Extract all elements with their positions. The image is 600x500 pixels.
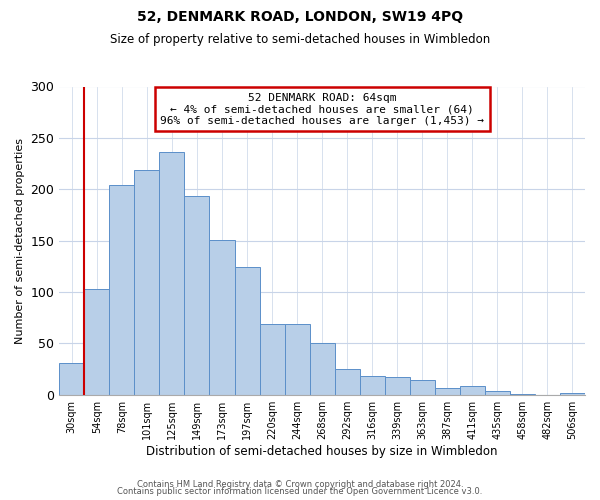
Bar [134,170,160,394]
X-axis label: Distribution of semi-detached houses by size in Wimbledon: Distribution of semi-detached houses by … [146,444,498,458]
Bar [485,390,510,394]
Bar [85,289,109,395]
Bar [284,324,310,394]
Bar [560,392,585,394]
Text: 52 DENMARK ROAD: 64sqm
← 4% of semi-detached houses are smaller (64)
96% of semi: 52 DENMARK ROAD: 64sqm ← 4% of semi-deta… [160,92,484,126]
Bar [160,152,184,394]
Bar [109,185,134,394]
Bar [59,363,85,394]
Bar [235,268,260,394]
Text: Contains HM Land Registry data © Crown copyright and database right 2024.: Contains HM Land Registry data © Crown c… [137,480,463,489]
Bar [359,376,385,394]
Bar [209,240,235,394]
Bar [435,388,460,394]
Bar [184,196,209,394]
Bar [410,380,435,394]
Bar [460,386,485,394]
Bar [310,344,335,394]
Text: Contains public sector information licensed under the Open Government Licence v3: Contains public sector information licen… [118,487,482,496]
Text: 52, DENMARK ROAD, LONDON, SW19 4PQ: 52, DENMARK ROAD, LONDON, SW19 4PQ [137,10,463,24]
Bar [260,324,284,394]
Bar [385,377,410,394]
Y-axis label: Number of semi-detached properties: Number of semi-detached properties [15,138,25,344]
Bar [335,369,359,394]
Text: Size of property relative to semi-detached houses in Wimbledon: Size of property relative to semi-detach… [110,32,490,46]
